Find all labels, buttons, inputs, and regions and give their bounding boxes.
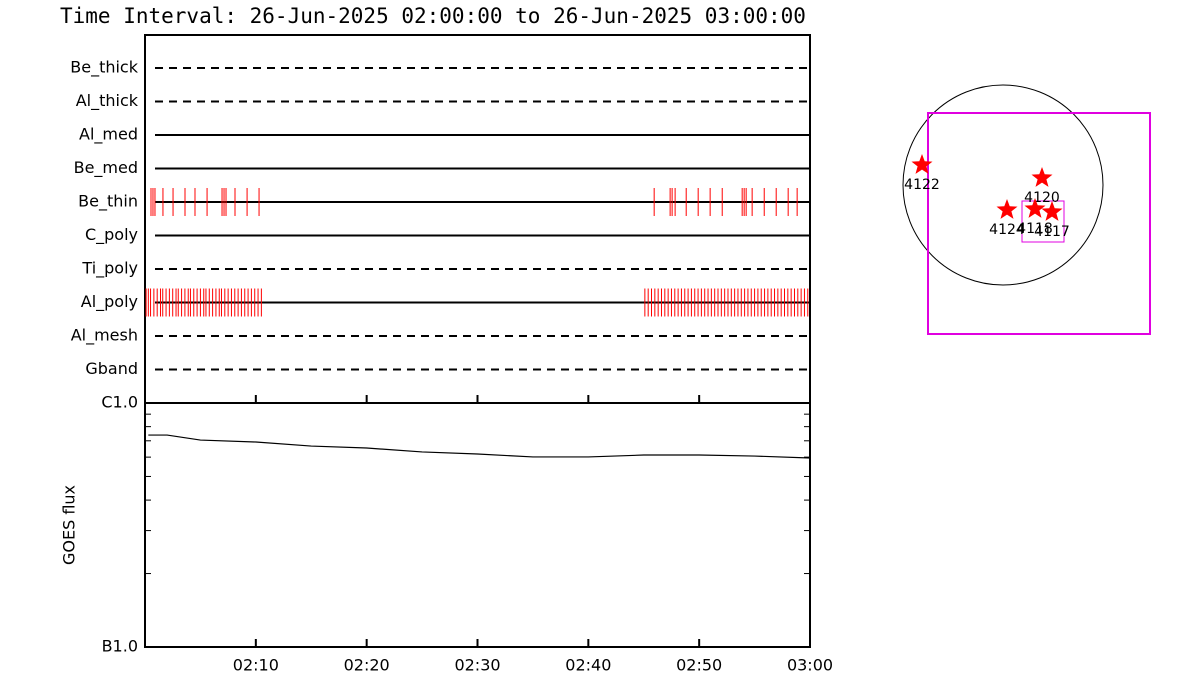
x-tick-label: 02:40 — [565, 656, 611, 675]
filter-label: Al_thick — [76, 91, 139, 111]
region-label: 4122 — [904, 177, 940, 193]
region-label: 4117 — [1034, 224, 1070, 240]
x-tick-label: 02:30 — [454, 656, 500, 675]
filter-label: Gband — [85, 359, 138, 378]
x-tick-label: 02:10 — [233, 656, 279, 675]
filter-label: Al_med — [79, 125, 138, 145]
y-tick-label: C1.0 — [101, 393, 138, 412]
fov-box — [927, 112, 1151, 335]
filter-label: Ti_poly — [81, 259, 138, 279]
goes-curve — [148, 434, 811, 459]
fov-small-box — [1021, 200, 1065, 243]
region-label: 4118 — [1017, 221, 1053, 237]
solar-disk — [902, 84, 1104, 286]
region-star — [1031, 167, 1053, 187]
region-star — [1041, 201, 1063, 221]
filter-frame — [144, 34, 811, 404]
y-tick-label: B1.0 — [102, 637, 138, 656]
y-axis-label: GOES flux — [60, 485, 79, 565]
region-label: 4124 — [989, 222, 1025, 238]
filter-label: C_poly — [85, 225, 138, 245]
region-label: 4120 — [1024, 190, 1060, 206]
region-star — [1024, 198, 1046, 218]
region-star — [996, 199, 1018, 219]
x-tick-label: 03:00 — [787, 656, 833, 675]
filter-label: Al_mesh — [71, 326, 138, 346]
filter-label: Al_poly — [81, 292, 138, 312]
filter-label: Be_thin — [78, 192, 138, 212]
goes-frame — [144, 402, 811, 648]
x-tick-label: 02:50 — [676, 656, 722, 675]
filter-label: Be_thick — [70, 58, 138, 78]
x-tick-label: 02:20 — [344, 656, 390, 675]
chart-title: Time Interval: 26-Jun-2025 02:00:00 to 2… — [60, 4, 806, 28]
filter-label: Be_med — [74, 158, 138, 178]
region-star — [911, 154, 933, 174]
